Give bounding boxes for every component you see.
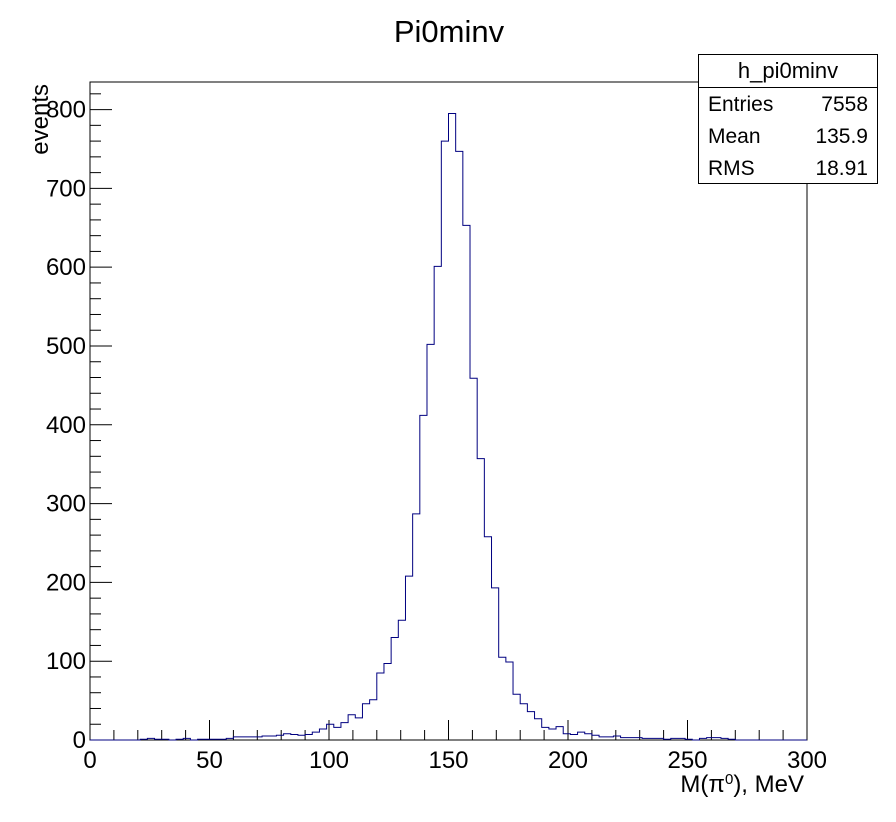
y-tick-label: 700 (46, 175, 86, 202)
stats-entries-label: Entries (708, 93, 774, 116)
stats-rms-value: 18.91 (815, 157, 868, 180)
histogram-line (90, 113, 807, 741)
y-axis-label: events (27, 84, 54, 155)
y-tick-label: 500 (46, 333, 86, 360)
x-tick-label: 0 (83, 747, 96, 774)
stats-mean-value: 135.9 (815, 125, 868, 148)
stats-row-mean: Mean 135.9 (699, 120, 877, 152)
x-tick-label: 150 (428, 747, 468, 774)
stats-row-rms: RMS 18.91 (699, 152, 877, 184)
y-tick-labels: 0 100 200 300 400 500 600 700 800 (46, 97, 86, 754)
y-tick-label: 300 (46, 491, 86, 518)
chart-title: Pi0minv (394, 14, 505, 49)
x-tick-label: 300 (787, 747, 827, 774)
stats-row-entries: Entries 7558 (699, 88, 877, 120)
y-tick-label: 100 (46, 648, 86, 675)
x-tick-label: 100 (309, 747, 349, 774)
y-tick-label: 400 (46, 412, 86, 439)
y-tick-label: 200 (46, 569, 86, 596)
stats-rms-label: RMS (708, 157, 755, 180)
stats-title: h_pi0minv (699, 55, 877, 88)
y-tick-label: 600 (46, 254, 86, 281)
x-tick-label: 250 (667, 747, 707, 774)
x-axis-label: M(π0), MeV (680, 771, 804, 799)
stats-entries-value: 7558 (821, 93, 868, 116)
x-tick-labels: 0 50 100 150 200 250 300 (83, 747, 827, 774)
x-tick-label: 200 (548, 747, 588, 774)
x-tick-label: 50 (196, 747, 223, 774)
stats-box: h_pi0minv Entries 7558 Mean 135.9 RMS 18… (698, 54, 878, 184)
y-tick-label: 0 (73, 727, 86, 754)
axis-ticks (89, 93, 808, 741)
y-tick-label: 800 (46, 97, 86, 124)
stats-mean-label: Mean (708, 125, 761, 148)
